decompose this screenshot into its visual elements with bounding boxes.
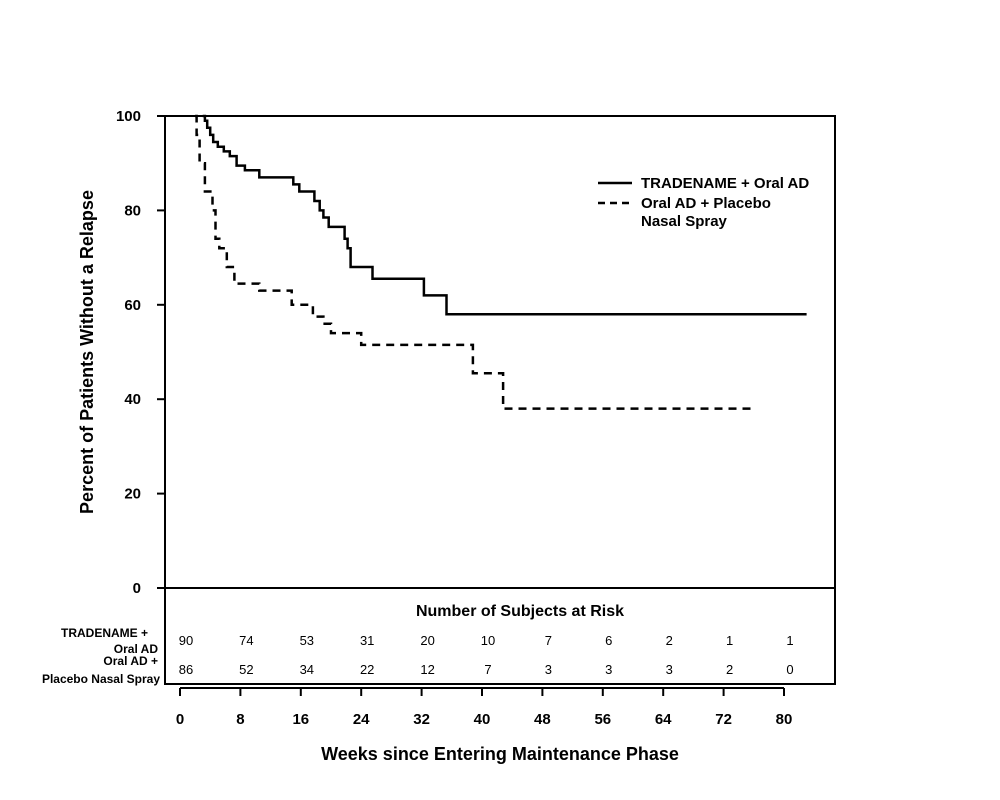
risk-value: 3 bbox=[666, 662, 673, 677]
risk-value: 3 bbox=[605, 662, 612, 677]
risk-row-2-label-1: Oral AD + bbox=[103, 654, 158, 668]
legend-label-dashed-1: Oral AD + Placebo bbox=[641, 195, 771, 212]
risk-value: 1 bbox=[786, 633, 793, 648]
series-group bbox=[195, 114, 807, 410]
series-line-placebo bbox=[195, 114, 754, 410]
risk-value: 31 bbox=[360, 633, 374, 648]
risk-value: 10 bbox=[481, 633, 495, 648]
risk-value: 3 bbox=[545, 662, 552, 677]
x-tick-label: 8 bbox=[236, 711, 244, 728]
x-tick-label: 80 bbox=[776, 711, 793, 728]
risk-value: 34 bbox=[300, 662, 314, 677]
x-axis: 0 8 16 24 32 40 48 56 64 72 80 bbox=[176, 687, 793, 728]
risk-value: 2 bbox=[666, 633, 673, 648]
risk-row-1-label-1: TRADENAME + bbox=[61, 626, 148, 640]
y-tick-label: 60 bbox=[124, 297, 141, 314]
x-tick-label: 48 bbox=[534, 711, 551, 728]
risk-value: 74 bbox=[239, 633, 253, 648]
risk-value: 7 bbox=[545, 633, 552, 648]
x-axis-title: Weeks since Entering Maintenance Phase bbox=[321, 744, 679, 764]
y-tick-label: 0 bbox=[133, 580, 141, 597]
risk-table-frame bbox=[164, 587, 836, 685]
risk-value: 90 bbox=[179, 633, 193, 648]
risk-value: 86 bbox=[179, 662, 193, 677]
risk-table: 90 74 53 31 20 10 7 6 2 1 186 52 34 22 12 7 3 3 3 2 0 bbox=[179, 633, 794, 677]
series-line-tradename bbox=[202, 114, 807, 316]
risk-value: 52 bbox=[239, 662, 253, 677]
x-tick-label: 32 bbox=[413, 711, 430, 728]
y-tick-label: 20 bbox=[124, 486, 141, 503]
y-axis: 0 20 40 60 80 100 bbox=[116, 108, 165, 597]
risk-value: 2 bbox=[726, 662, 733, 677]
y-axis-title: Percent of Patients Without a Relapse bbox=[77, 190, 97, 514]
legend: TRADENAME + Oral AD Oral AD + Placebo Na… bbox=[598, 175, 809, 230]
legend-label-dashed-2: Nasal Spray bbox=[641, 213, 728, 230]
risk-row-2-label-2: Placebo Nasal Spray bbox=[42, 672, 160, 686]
x-tick-label: 24 bbox=[353, 711, 370, 728]
risk-value: 0 bbox=[786, 662, 793, 677]
y-tick-label: 100 bbox=[116, 108, 141, 125]
x-tick-label: 16 bbox=[292, 711, 309, 728]
x-tick-label: 56 bbox=[594, 711, 611, 728]
risk-value: 7 bbox=[484, 662, 491, 677]
x-tick-label: 40 bbox=[474, 711, 491, 728]
x-tick-label: 64 bbox=[655, 711, 672, 728]
x-tick-label: 72 bbox=[715, 711, 732, 728]
risk-row-1-label-2: Oral AD bbox=[114, 642, 159, 656]
y-tick-label: 80 bbox=[124, 202, 141, 219]
risk-value: 6 bbox=[605, 633, 612, 648]
x-tick-label: 0 bbox=[176, 711, 184, 728]
risk-value: 22 bbox=[360, 662, 374, 677]
y-tick-label: 40 bbox=[124, 391, 141, 408]
risk-value: 53 bbox=[300, 633, 314, 648]
risk-value: 20 bbox=[420, 633, 434, 648]
risk-table-title: Number of Subjects at Risk bbox=[416, 603, 624, 620]
legend-label-solid: TRADENAME + Oral AD bbox=[641, 175, 809, 192]
risk-value: 12 bbox=[420, 662, 434, 677]
risk-value: 1 bbox=[726, 633, 733, 648]
